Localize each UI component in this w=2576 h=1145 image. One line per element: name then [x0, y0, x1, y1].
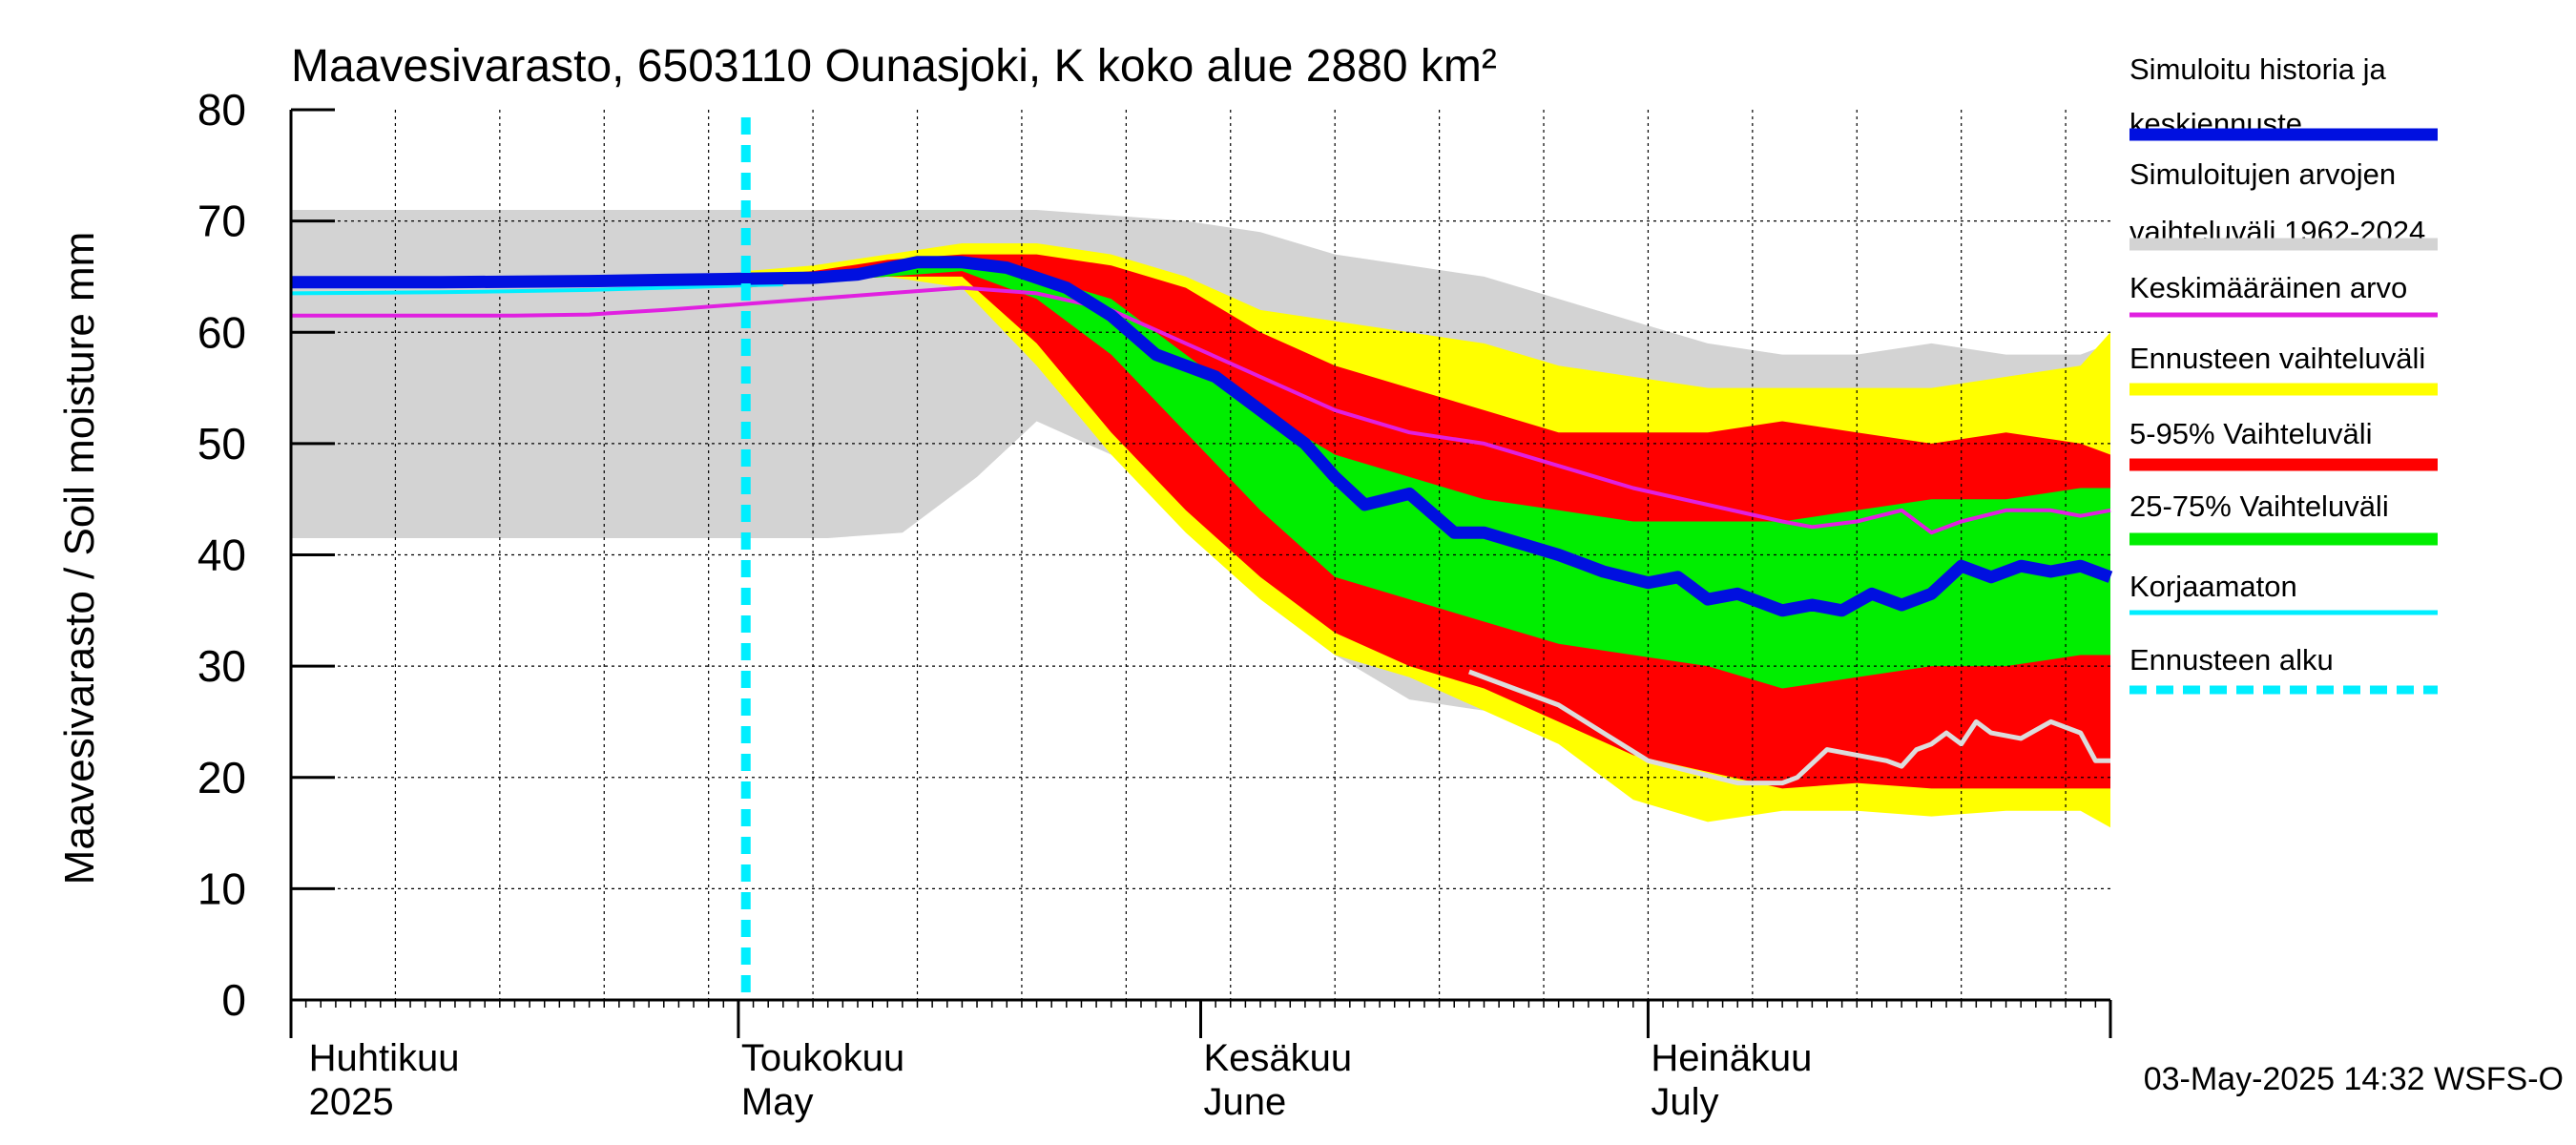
chart-lines — [290, 117, 2113, 1000]
legend-label: Ennusteen vaihteluväli — [2129, 342, 2425, 375]
lower-history-line — [1468, 669, 2110, 786]
month-sublabel: June — [1204, 1081, 1287, 1123]
month-sublabel: 2025 — [309, 1081, 394, 1123]
legend-label: Simuloitu historia ja — [2129, 52, 2387, 86]
month-sublabel: July — [1651, 1081, 1718, 1123]
y-tick-label: 40 — [197, 531, 246, 580]
month-label: Toukokuu — [741, 1037, 904, 1079]
legend-label: Keskimääräinen arvo — [2129, 271, 2407, 304]
grid-lines — [291, 110, 2110, 1000]
legend-label: 5-95% Vaihteluväli — [2129, 417, 2372, 450]
y-tick-labels: 0 10 20 30 40 50 60 70 80 — [197, 85, 246, 1025]
month-label: Heinäkuu — [1651, 1037, 1812, 1079]
chart-title: Maavesivarasto, 6503110 Ounasjoki, K kok… — [291, 41, 1497, 92]
legend-label: Ennusteen alku — [2129, 643, 2334, 677]
legend-label: Simuloitujen arvojen — [2129, 157, 2396, 191]
month-label: Kesäkuu — [1204, 1037, 1353, 1079]
month-sublabel: May — [741, 1081, 814, 1123]
month-label: Huhtikuu — [309, 1037, 460, 1079]
median-line — [291, 256, 2113, 617]
p25-75-band — [745, 265, 2110, 689]
legend: Simuloitu historia jakeskiennusteSimuloi… — [2129, 52, 2438, 695]
y-tick-label: 30 — [197, 641, 246, 691]
y-tick-label: 0 — [221, 975, 246, 1025]
chart-bands — [291, 210, 2110, 828]
y-tick-label: 10 — [197, 864, 246, 913]
y-tick-label: 60 — [197, 307, 246, 357]
y-tick-label: 20 — [197, 753, 246, 802]
y-axis-label: Maavesivarasto / Soil moisture mm — [56, 232, 103, 885]
mean-line — [291, 285, 2111, 535]
legend-label: Korjaamaton — [2129, 570, 2297, 603]
y-tick-label: 50 — [197, 419, 246, 468]
y-tick-label: 80 — [197, 85, 246, 135]
y-tick-label: 70 — [197, 197, 246, 246]
timestamp: 03-May-2025 14:32 WSFS-O — [2144, 1061, 2564, 1097]
tick-marks — [289, 108, 2112, 1038]
legend-label: 25-75% Vaihteluväli — [2129, 489, 2389, 523]
